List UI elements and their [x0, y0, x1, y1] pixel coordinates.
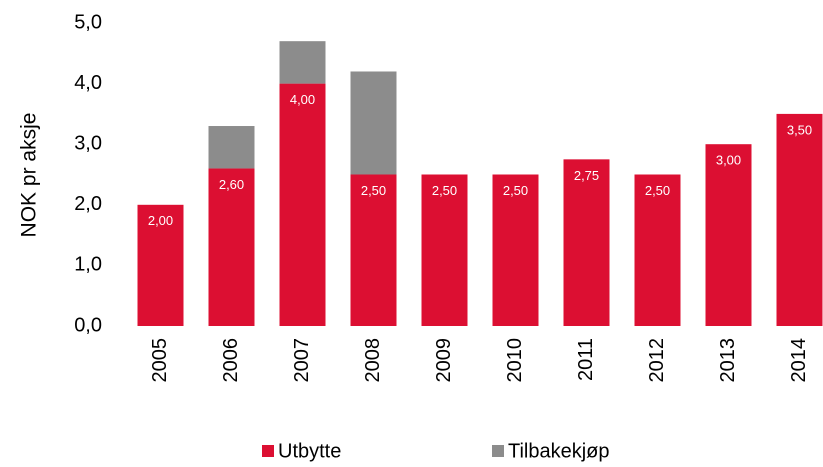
legend-swatch	[262, 445, 274, 457]
y-tick-label: 1,0	[74, 254, 102, 276]
bar-segment	[776, 113, 823, 327]
bar-segment	[421, 174, 468, 326]
bar-segment	[705, 144, 752, 326]
bar-segment	[492, 174, 539, 326]
y-tick-label: 3,0	[74, 132, 102, 154]
bar-segment	[208, 126, 255, 169]
legend-label: Tilbakekjøp	[508, 440, 610, 462]
data-label: 2,00	[148, 213, 173, 228]
legend-label: Utbytte	[278, 440, 341, 462]
bar-segment	[279, 83, 326, 326]
data-label: 2,60	[219, 177, 244, 192]
data-label: 2,50	[432, 183, 457, 198]
x-tick-label: 2009	[433, 338, 455, 383]
x-tick-label: 2013	[717, 338, 739, 383]
y-tick-label: 2,0	[74, 193, 102, 215]
bar-segment	[350, 174, 397, 326]
bar-segment	[208, 168, 255, 326]
data-label: 3,50	[787, 122, 812, 137]
y-tick-label: 4,0	[74, 72, 102, 94]
y-axis-title: NOK pr aksje	[18, 113, 41, 238]
data-label: 3,00	[716, 153, 741, 168]
x-tick-label: 2010	[504, 338, 526, 383]
bar-segment	[137, 204, 184, 326]
bar-segment	[634, 174, 681, 326]
data-label: 2,75	[574, 168, 599, 183]
y-tick-label: 5,0	[74, 11, 102, 33]
data-label: 4,00	[290, 92, 315, 107]
bar-segment	[563, 159, 610, 326]
x-tick-label: 2012	[646, 338, 668, 383]
x-tick-label: 2005	[149, 338, 171, 383]
data-label: 2,50	[361, 183, 386, 198]
y-tick-label: 0,0	[74, 314, 102, 336]
bar-segment	[279, 41, 326, 84]
x-tick-label: 2006	[220, 338, 242, 383]
data-label: 2,50	[503, 183, 528, 198]
x-tick-label: 2008	[362, 338, 384, 383]
legend-swatch	[492, 445, 504, 457]
bar-segment	[350, 71, 397, 175]
x-tick-label: 2011	[575, 338, 597, 381]
x-tick-label: 2007	[291, 338, 313, 383]
x-tick-label: 2014	[788, 338, 810, 383]
data-label: 2,50	[645, 183, 670, 198]
